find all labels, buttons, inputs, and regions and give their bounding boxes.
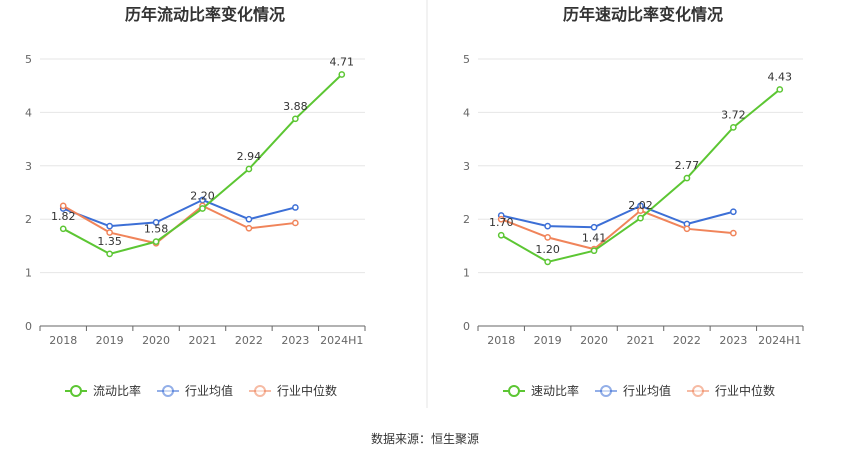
y-tick-label: 3 bbox=[463, 160, 470, 173]
legend-label: 速动比率 bbox=[531, 383, 579, 398]
data-point bbox=[152, 219, 160, 226]
data-point bbox=[637, 207, 644, 215]
data-label: 1.20 bbox=[535, 243, 560, 256]
data-label: 1.58 bbox=[144, 223, 169, 236]
legend-item: 行业均值 bbox=[157, 383, 233, 398]
y-tick-label: 3 bbox=[25, 160, 32, 173]
data-label: 2.02 bbox=[628, 199, 653, 212]
chart-panel-quick-ratio: 历年速动比率变化情况 0 1 2 3 4 5 2018 2019 2020 2021 2022 2023… bbox=[463, 5, 804, 398]
data-label: 2.77 bbox=[675, 159, 700, 172]
y-tick-label: 1 bbox=[463, 267, 470, 280]
data-point bbox=[497, 215, 505, 223]
x-tick-label: 2023 bbox=[719, 334, 747, 347]
legend-swatch-marker bbox=[162, 385, 174, 397]
data-point bbox=[683, 174, 691, 182]
data-label: 4.43 bbox=[768, 70, 793, 83]
data-point bbox=[292, 219, 299, 227]
data-label: 1.70 bbox=[489, 216, 514, 229]
x-tick-label: 2024H1 bbox=[320, 334, 363, 347]
chart-panel-current-ratio: 历年流动比率变化情况 0 1 2 3 4 5 2018 2019 2020 2021 2022 2023… bbox=[25, 5, 366, 398]
y-tick-label: 5 bbox=[25, 53, 32, 66]
data-point bbox=[245, 224, 253, 232]
y-tick-label: 4 bbox=[25, 106, 32, 119]
data-point bbox=[106, 222, 113, 230]
x-tick-label: 2024H1 bbox=[758, 334, 801, 347]
x-tick-label: 2021 bbox=[189, 334, 217, 347]
data-label: 2.94 bbox=[237, 150, 262, 163]
legend-swatch-marker bbox=[254, 385, 266, 397]
legend-label: 行业均值 bbox=[185, 383, 233, 398]
x-tick-label: 2018 bbox=[487, 334, 515, 347]
legend-label: 流动比率 bbox=[93, 383, 141, 398]
data-point bbox=[292, 204, 299, 211]
legend-item: 速动比率 bbox=[503, 383, 579, 398]
x-tick-label: 2022 bbox=[235, 334, 263, 347]
data-point bbox=[730, 229, 737, 237]
legend-swatch-marker bbox=[70, 385, 82, 397]
data-point bbox=[776, 86, 784, 93]
data-point bbox=[544, 222, 551, 230]
data-point bbox=[590, 247, 598, 255]
data-point bbox=[590, 223, 598, 231]
data-point bbox=[544, 258, 551, 266]
data-point bbox=[637, 214, 644, 222]
data-point bbox=[292, 115, 299, 123]
legend-label: 行业均值 bbox=[623, 383, 671, 398]
data-point bbox=[338, 71, 346, 78]
data-point bbox=[245, 165, 253, 173]
legend-swatch-marker bbox=[600, 385, 612, 397]
series-line bbox=[500, 209, 734, 251]
data-point bbox=[245, 215, 253, 223]
y-tick-label: 0 bbox=[463, 320, 470, 333]
data-point bbox=[199, 205, 206, 212]
x-tick-label: 2019 bbox=[534, 334, 562, 347]
y-tick-label: 1 bbox=[25, 267, 32, 280]
x-tick-label: 2023 bbox=[281, 334, 309, 347]
data-label: 1.82 bbox=[51, 210, 76, 223]
x-tick-label: 2019 bbox=[96, 334, 124, 347]
data-label: 1.35 bbox=[97, 235, 122, 248]
data-label: 2.20 bbox=[190, 190, 215, 203]
source-note: 数据来源：恒生聚源 bbox=[371, 431, 479, 446]
data-point bbox=[497, 231, 505, 239]
x-tick-label: 2021 bbox=[627, 334, 655, 347]
legend-swatch-marker bbox=[508, 385, 520, 397]
data-label: 4.71 bbox=[330, 55, 355, 68]
legend-item: 流动比率 bbox=[65, 383, 141, 398]
x-tick-label: 2020 bbox=[142, 334, 170, 347]
y-tick-label: 2 bbox=[463, 213, 470, 226]
legend-item: 行业中位数 bbox=[249, 383, 337, 398]
data-point bbox=[59, 225, 67, 233]
series-line bbox=[500, 204, 734, 229]
data-point bbox=[730, 124, 737, 131]
legend-swatch-marker bbox=[692, 385, 704, 397]
y-tick-label: 5 bbox=[463, 53, 470, 66]
y-tick-label: 0 bbox=[25, 320, 32, 333]
data-point bbox=[106, 229, 113, 236]
data-point bbox=[106, 250, 113, 258]
legend-label: 行业中位数 bbox=[277, 383, 337, 398]
data-label: 3.88 bbox=[283, 100, 308, 113]
legend-item: 行业中位数 bbox=[687, 383, 775, 398]
data-point bbox=[683, 225, 691, 233]
x-tick-label: 2018 bbox=[49, 334, 77, 347]
series-line bbox=[62, 198, 296, 228]
data-label: 1.41 bbox=[582, 232, 607, 245]
data-point bbox=[544, 234, 551, 241]
data-label: 3.72 bbox=[721, 108, 746, 121]
x-tick-label: 2020 bbox=[580, 334, 608, 347]
chart-title: 历年速动比率变化情况 bbox=[563, 5, 723, 24]
data-point bbox=[59, 202, 67, 210]
legend-label: 行业中位数 bbox=[715, 383, 775, 398]
y-tick-label: 2 bbox=[25, 213, 32, 226]
data-point bbox=[730, 208, 737, 216]
y-tick-label: 4 bbox=[463, 106, 470, 119]
chart-title: 历年流动比率变化情况 bbox=[125, 5, 285, 24]
data-point bbox=[152, 238, 160, 245]
legend-item: 行业均值 bbox=[595, 383, 671, 398]
x-tick-label: 2022 bbox=[673, 334, 701, 347]
